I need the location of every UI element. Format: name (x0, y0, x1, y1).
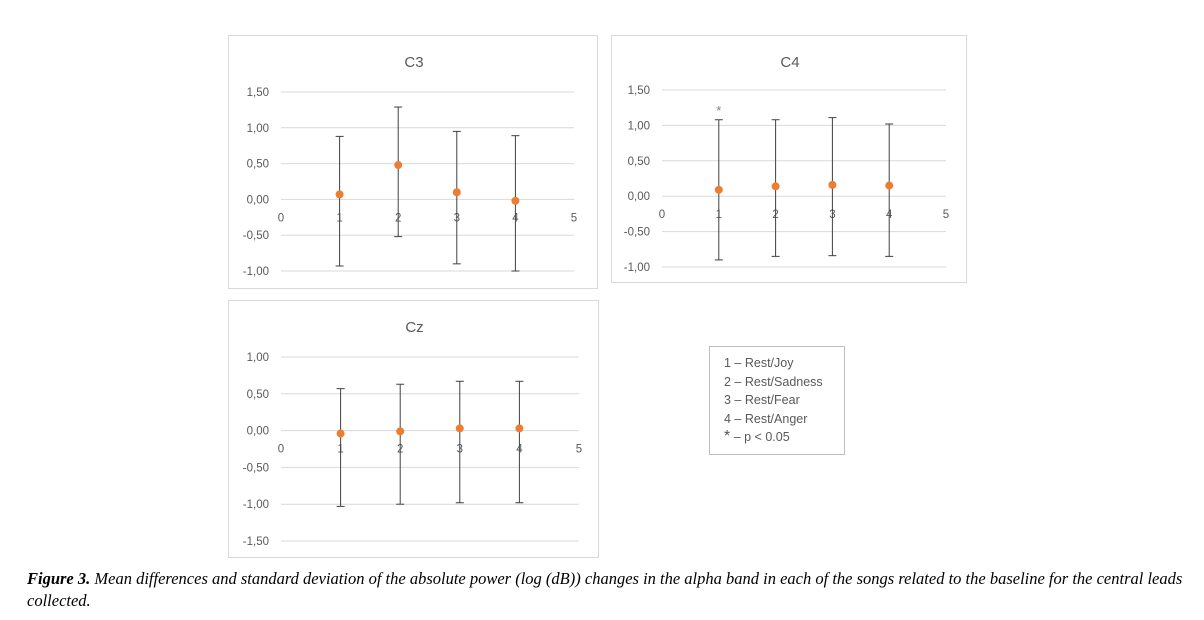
y-tick-label: 0,50 (247, 159, 269, 171)
y-tick-label: -1,00 (243, 499, 269, 511)
data-point (885, 181, 894, 190)
data-point (336, 429, 345, 438)
y-tick-label: 0,00 (247, 194, 269, 206)
x-tick-label: 5 (576, 444, 582, 456)
x-tick-label: 0 (278, 444, 284, 456)
y-tick-label: -0,50 (243, 230, 269, 242)
y-tick-label: 1,00 (247, 123, 269, 135)
y-tick-label: -1,50 (243, 536, 269, 548)
data-point (771, 182, 780, 191)
data-point (828, 180, 837, 189)
figure-caption: Figure 3. Mean differences and standard … (27, 568, 1187, 612)
y-tick-label: 1,50 (247, 87, 269, 99)
chart-title: C3 (404, 54, 423, 71)
data-point (394, 161, 403, 170)
data-point (455, 424, 464, 433)
legend-item: 3 – Rest/Fear (724, 393, 800, 408)
y-tick-label: 0,50 (628, 156, 650, 168)
legend-significance: * – p < 0.05 (724, 428, 790, 446)
y-tick-label: 0,00 (628, 191, 650, 203)
y-tick-label: -0,50 (624, 227, 650, 239)
asterisk-symbol: * (724, 428, 731, 446)
chart-cz: Cz1,000,500,00-0,50-1,00-1,50012345 (228, 300, 599, 558)
y-tick-label: 0,50 (247, 389, 269, 401)
y-tick-label: 0,00 (247, 426, 269, 438)
legend-item: 1 – Rest/Joy (724, 356, 794, 370)
chart-c4: C41,501,000,500,00-0,50-1,00012345* (611, 35, 967, 283)
x-tick-label: 0 (278, 212, 284, 224)
x-tick-label: 5 (943, 209, 949, 221)
data-point (452, 188, 461, 197)
y-tick-label: 1,50 (628, 85, 650, 97)
chart-title: Cz (405, 319, 423, 336)
chart-svg: C31,501,000,500,00-0,50-1,00012345 (243, 54, 577, 278)
caption-text: Mean differences and standard deviation … (27, 569, 1183, 610)
legend-item: 4 – Rest/Anger (724, 411, 808, 426)
y-tick-label: 1,00 (247, 352, 269, 364)
y-tick-label: -1,00 (624, 262, 650, 274)
data-point (515, 424, 524, 433)
chart-svg: Cz1,000,500,00-0,50-1,00-1,50012345 (243, 319, 582, 548)
chart-c3: C31,501,000,500,00-0,50-1,00012345 (228, 35, 598, 289)
y-tick-label: -1,00 (243, 266, 269, 278)
y-tick-label: -0,50 (243, 462, 269, 474)
caption-label: Figure 3. (27, 569, 91, 588)
x-tick-label: 0 (659, 209, 665, 221)
data-point (511, 196, 520, 205)
legend-item: 2 – Rest/Sadness (724, 374, 823, 389)
data-point (396, 427, 405, 436)
x-tick-label: 5 (571, 212, 577, 224)
data-point (714, 185, 723, 194)
legend: 1 – Rest/Joy 2 – Rest/Sadness 3 – Rest/F… (709, 346, 845, 455)
chart-title: C4 (780, 54, 799, 71)
significance-marker: * (716, 103, 721, 118)
data-point (335, 190, 344, 199)
chart-svg: C41,501,000,500,00-0,50-1,00012345* (624, 54, 949, 274)
y-tick-label: 1,00 (628, 120, 650, 132)
